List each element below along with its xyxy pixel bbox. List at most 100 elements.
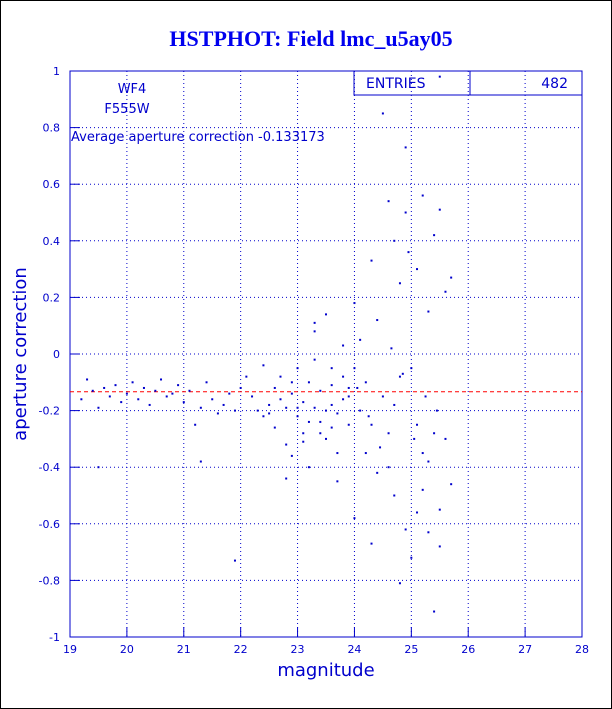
point <box>273 426 276 429</box>
point <box>438 545 441 548</box>
point <box>370 259 373 262</box>
point <box>319 420 322 423</box>
point <box>444 290 447 293</box>
point <box>142 386 145 389</box>
point <box>444 437 447 440</box>
note: F555W <box>104 102 149 117</box>
x-tick-label: 27 <box>518 643 532 656</box>
point <box>427 460 430 463</box>
point <box>347 395 350 398</box>
point <box>245 375 248 378</box>
point <box>313 321 316 324</box>
point <box>410 367 413 370</box>
point <box>302 440 305 443</box>
point <box>410 556 413 559</box>
point <box>290 454 293 457</box>
point <box>199 460 202 463</box>
point <box>313 358 316 361</box>
y-tick-label: 0 <box>53 348 60 361</box>
point <box>182 401 185 404</box>
point <box>438 508 441 511</box>
point <box>91 389 94 392</box>
point <box>407 251 410 254</box>
point <box>108 395 111 398</box>
point <box>387 466 390 469</box>
point <box>268 403 271 406</box>
y-tick-label: 0.2 <box>43 291 61 304</box>
point <box>120 401 123 404</box>
point <box>285 443 288 446</box>
point <box>421 488 424 491</box>
point <box>279 375 282 378</box>
point <box>367 415 370 418</box>
stats-value: 482 <box>541 76 568 92</box>
point <box>364 381 367 384</box>
plot-frame <box>69 70 583 638</box>
x-tick-label: 20 <box>120 643 134 656</box>
point <box>393 403 396 406</box>
y-axis-label: aperture correction <box>10 267 31 441</box>
point <box>290 392 293 395</box>
point <box>398 282 401 285</box>
point <box>188 389 191 392</box>
point <box>233 409 236 412</box>
point <box>427 531 430 534</box>
point <box>359 409 362 412</box>
y-tick-label: 0.6 <box>43 178 61 191</box>
y-tick-label: -0.8 <box>39 574 60 587</box>
point <box>342 375 345 378</box>
point <box>160 378 163 381</box>
point <box>393 239 396 242</box>
point <box>347 423 350 426</box>
point <box>165 395 168 398</box>
point <box>381 395 384 398</box>
point <box>302 432 305 435</box>
point <box>319 389 322 392</box>
y-tick-label: -0.2 <box>39 405 60 418</box>
point <box>285 406 288 409</box>
x-tick-label: 25 <box>404 643 418 656</box>
point <box>125 392 128 395</box>
point <box>228 392 231 395</box>
point <box>347 386 350 389</box>
point <box>313 406 316 409</box>
point <box>80 398 83 401</box>
x-axis-label: magnitude <box>277 660 374 681</box>
point <box>325 437 327 440</box>
point <box>137 398 140 401</box>
point <box>222 403 225 406</box>
point <box>381 112 384 115</box>
point <box>211 398 214 401</box>
point <box>401 372 404 375</box>
y-tick-label: -0.4 <box>39 461 60 474</box>
point <box>416 511 419 514</box>
point <box>330 384 333 387</box>
point <box>336 412 339 415</box>
point <box>325 313 327 316</box>
point <box>416 423 419 426</box>
point <box>313 330 316 333</box>
point <box>376 319 379 322</box>
point <box>356 386 359 389</box>
point <box>307 466 310 469</box>
point <box>390 347 393 350</box>
x-tick-label: 26 <box>461 643 475 656</box>
point <box>330 403 333 406</box>
point <box>336 480 339 483</box>
chart-title: HSTPHOT: Field lmc_u5ay05 <box>169 26 452 51</box>
point <box>353 367 356 370</box>
point <box>330 426 333 429</box>
point <box>307 381 310 384</box>
point <box>393 494 396 497</box>
y-tick-label: -1 <box>49 631 60 644</box>
point <box>114 384 117 387</box>
point <box>421 194 424 197</box>
x-tick-label: 24 <box>347 643 361 656</box>
point <box>199 406 202 409</box>
point <box>262 364 265 367</box>
point <box>359 338 362 341</box>
y-tick-label: 0.4 <box>43 235 61 248</box>
point <box>279 398 282 401</box>
point <box>370 423 373 426</box>
